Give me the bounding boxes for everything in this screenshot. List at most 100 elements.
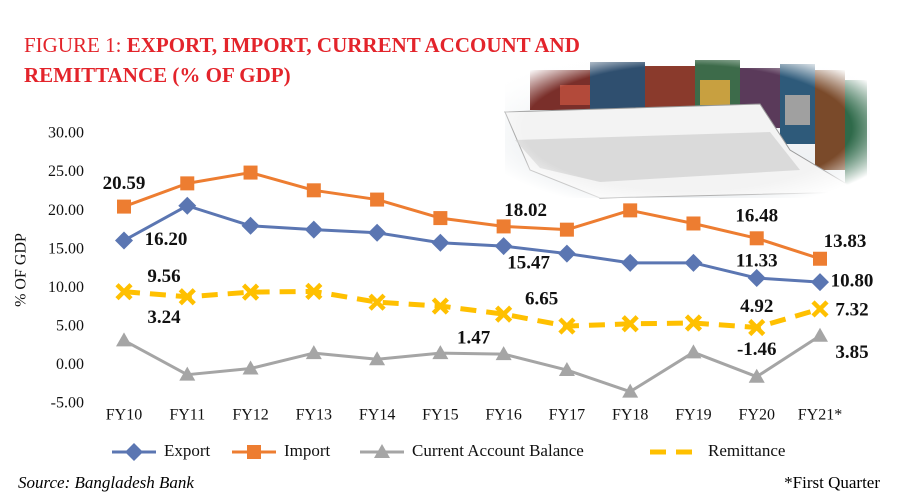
ship-photo [504,58,870,199]
series [115,196,829,292]
series [117,165,827,266]
legend-item: Export [112,441,211,461]
value-label: 15.47 [507,252,550,273]
y-axis-label: % OF GDP [13,233,30,307]
point [621,315,639,333]
series-line [123,204,821,284]
value-label: 13.83 [824,231,867,252]
x-tick-label: FY15 [422,407,458,424]
value-label: 18.02 [504,200,547,221]
legend-item: Import [232,441,331,460]
y-tick-label: 5.00 [56,318,84,335]
point [241,216,260,235]
point [495,305,513,323]
point [749,231,764,246]
point [305,282,323,300]
legend-label: Current Account Balance [412,441,584,460]
point [494,237,513,256]
value-label: 16.20 [145,229,188,250]
value-label: 7.32 [835,299,868,320]
x-tick-label: FY19 [675,407,711,424]
value-label: 1.47 [457,327,491,348]
x-tick-label: FY11 [169,407,205,424]
point [431,297,449,315]
point [116,332,132,347]
y-tick-label: 15.00 [48,240,84,257]
y-tick-label: 25.00 [48,163,84,180]
point [305,345,322,360]
point [812,327,828,342]
value-label: -1.46 [737,339,777,360]
point [557,244,576,263]
value-label: 16.48 [735,206,778,227]
point [748,368,765,383]
point [432,345,449,360]
x-tick-label: FY17 [549,407,585,424]
point [623,203,638,218]
y-tick-label: -5.00 [51,395,84,412]
point [558,317,576,335]
legend-label: Import [284,441,331,460]
y-tick-label: 30.00 [48,125,84,142]
point [368,223,387,242]
point [368,293,386,311]
series [116,327,828,398]
footnote: *First Quarter [784,473,880,492]
legend-item: Current Account Balance [360,441,584,460]
legend-marker [125,443,143,461]
point [304,220,323,239]
series-line [123,171,821,261]
source: Source: Bangladesh Bank [18,473,194,492]
value-label: 9.56 [147,266,180,287]
value-label: 6.65 [525,288,558,309]
x-tick-label: FY21* [798,407,842,424]
x-tick-label: FY18 [612,407,648,424]
point [496,219,511,234]
x-tick-label: FY20 [739,407,775,424]
y-tick-label: 20.00 [48,202,84,219]
point [811,300,829,318]
point [811,273,829,292]
point [684,253,703,272]
value-label: 3.24 [147,307,181,328]
chart-title: EXPORT, IMPORT, CURRENT ACCOUNT AND REMI… [24,33,580,87]
point [369,351,386,366]
point [178,288,196,306]
point [431,233,450,252]
point [180,176,195,191]
legend-item: Remittance [650,441,785,460]
value-label: 3.85 [835,342,868,363]
figure-label: FIGURE 1: [24,33,122,57]
point [115,231,133,250]
point [622,383,639,398]
title-block: FIGURE 1: EXPORT, IMPORT, CURRENT ACCOUN… [24,30,624,90]
series-line [123,288,821,330]
point [558,362,575,377]
point [686,216,701,231]
point [559,222,574,237]
value-label: 11.33 [736,250,778,271]
point [306,183,321,198]
series-line [123,334,821,394]
point [242,360,259,375]
point [241,283,260,301]
point [433,211,448,226]
series [115,282,829,337]
legend-label: Remittance [708,441,785,460]
photo-fade [505,58,870,198]
point [748,318,766,337]
x-tick-label: FY13 [296,407,332,424]
value-label: 10.80 [831,270,874,291]
point [178,196,197,215]
point [117,199,131,214]
point [243,165,258,180]
point [495,346,512,361]
x-tick-label: FY16 [485,407,521,424]
point [685,344,702,359]
y-tick-label: 10.00 [48,279,84,296]
x-tick-label: FY10 [106,407,142,424]
y-tick-label: 0.00 [56,356,84,373]
x-tick-label: FY14 [359,407,395,424]
